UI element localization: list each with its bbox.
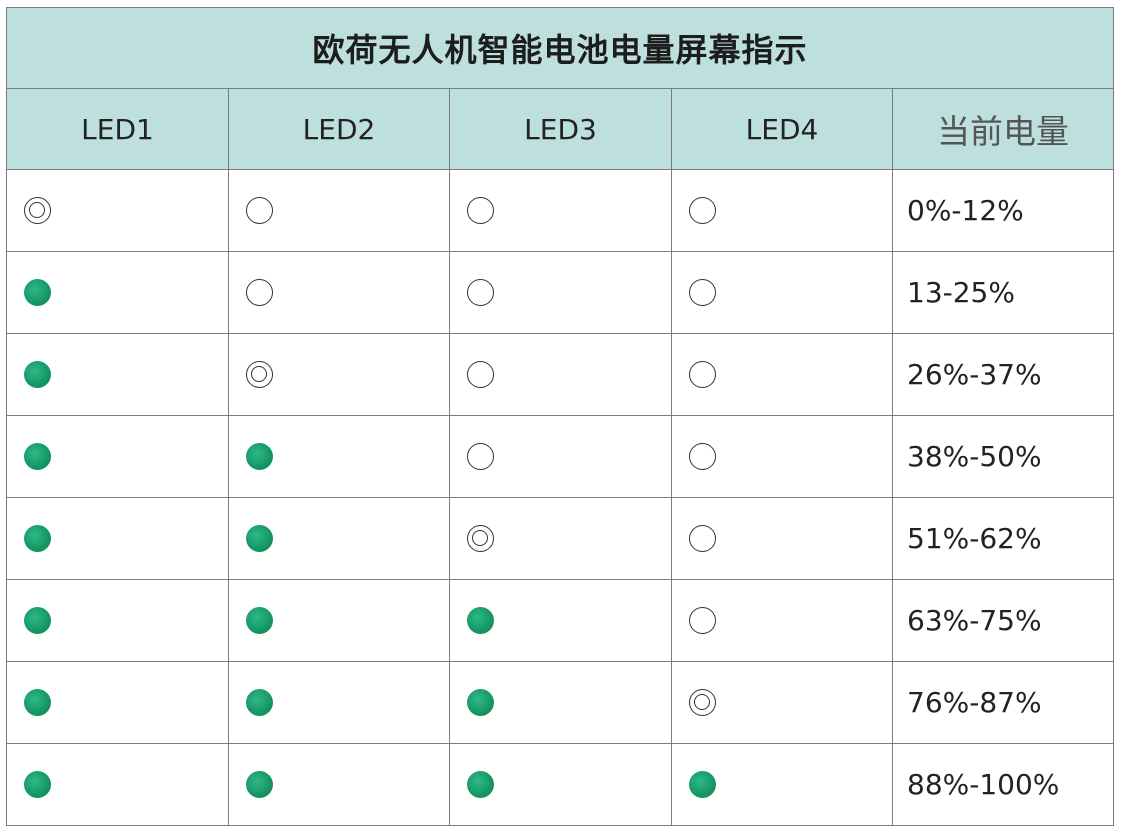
led4-cell — [671, 579, 893, 662]
table-row: 38%-50% — [6, 415, 1114, 498]
battery-level-range: 76%-87% — [892, 661, 1114, 744]
led3-cell — [449, 661, 672, 744]
led3-cell — [449, 333, 672, 416]
table-row: 88%-100% — [6, 743, 1114, 826]
table-row: 63%-75% — [6, 579, 1114, 662]
led-off-icon — [689, 197, 716, 224]
led3-cell — [449, 169, 672, 252]
led-on-icon — [24, 689, 51, 716]
led1-cell — [6, 333, 229, 416]
battery-level-range: 38%-50% — [892, 415, 1114, 498]
led-blinking-icon — [467, 525, 494, 552]
table-row: 0%-12% — [6, 169, 1114, 252]
led3-cell — [449, 251, 672, 334]
led2-cell — [228, 169, 450, 252]
led4-cell — [671, 661, 893, 744]
led-on-icon — [246, 443, 273, 470]
led2-cell — [228, 497, 450, 580]
led4-cell — [671, 743, 893, 826]
led1-cell — [6, 251, 229, 334]
led-blinking-icon — [24, 197, 51, 224]
battery-level-range: 26%-37% — [892, 333, 1114, 416]
led-on-icon — [246, 525, 273, 552]
led-off-icon — [689, 361, 716, 388]
table-row: 26%-37% — [6, 333, 1114, 416]
battery-level-range: 0%-12% — [892, 169, 1114, 252]
led-on-icon — [24, 443, 51, 470]
led-off-icon — [246, 279, 273, 306]
led-off-icon — [467, 279, 494, 306]
led-on-icon — [24, 771, 51, 798]
battery-level-range: 13-25% — [892, 251, 1114, 334]
led1-cell — [6, 579, 229, 662]
led1-cell — [6, 169, 229, 252]
led-on-icon — [246, 689, 273, 716]
led2-cell — [228, 415, 450, 498]
table-row: 51%-62% — [6, 497, 1114, 580]
led3-cell — [449, 743, 672, 826]
led4-cell — [671, 251, 893, 334]
led2-cell — [228, 661, 450, 744]
led3-cell — [449, 579, 672, 662]
led1-cell — [6, 497, 229, 580]
column-header-led3: LED3 — [449, 88, 672, 170]
led4-cell — [671, 497, 893, 580]
battery-indicator-table: 欧荷无人机智能电池电量屏幕指示 LED1 LED2 LED3 LED4 当前电量… — [6, 7, 1114, 826]
led-on-icon — [24, 525, 51, 552]
column-header-current-level: 当前电量 — [892, 88, 1114, 170]
led-off-icon — [689, 279, 716, 306]
title-row: 欧荷无人机智能电池电量屏幕指示 — [6, 7, 1114, 89]
led-on-icon — [246, 771, 273, 798]
led-off-icon — [689, 607, 716, 634]
led-off-icon — [467, 197, 494, 224]
led-on-icon — [24, 607, 51, 634]
table-row: 13-25% — [6, 251, 1114, 334]
led-off-icon — [689, 443, 716, 470]
led-blinking-icon — [689, 689, 716, 716]
led-off-icon — [467, 361, 494, 388]
led2-cell — [228, 251, 450, 334]
header-row: LED1 LED2 LED3 LED4 当前电量 — [6, 88, 1114, 170]
led-on-icon — [24, 361, 51, 388]
battery-level-range: 51%-62% — [892, 497, 1114, 580]
column-header-led4: LED4 — [671, 88, 893, 170]
battery-level-range: 88%-100% — [892, 743, 1114, 826]
led4-cell — [671, 415, 893, 498]
led3-cell — [449, 415, 672, 498]
led1-cell — [6, 743, 229, 826]
table-title: 欧荷无人机智能电池电量屏幕指示 — [6, 7, 1114, 89]
led2-cell — [228, 743, 450, 826]
led4-cell — [671, 333, 893, 416]
led2-cell — [228, 333, 450, 416]
led-on-icon — [467, 689, 494, 716]
column-header-led1: LED1 — [6, 88, 229, 170]
led1-cell — [6, 661, 229, 744]
led-on-icon — [24, 279, 51, 306]
led4-cell — [671, 169, 893, 252]
led2-cell — [228, 579, 450, 662]
led-off-icon — [246, 197, 273, 224]
led1-cell — [6, 415, 229, 498]
led-on-icon — [467, 771, 494, 798]
column-header-led2: LED2 — [228, 88, 450, 170]
led-on-icon — [689, 771, 716, 798]
table-body: 0%-12% 13-25% 26%-37% 38%-50% 51%-62% 63%-75%… — [6, 169, 1114, 826]
table-row: 76%-87% — [6, 661, 1114, 744]
battery-level-range: 63%-75% — [892, 579, 1114, 662]
led-off-icon — [689, 525, 716, 552]
led-on-icon — [246, 607, 273, 634]
led-on-icon — [467, 607, 494, 634]
led3-cell — [449, 497, 672, 580]
led-off-icon — [467, 443, 494, 470]
led-blinking-icon — [246, 361, 273, 388]
